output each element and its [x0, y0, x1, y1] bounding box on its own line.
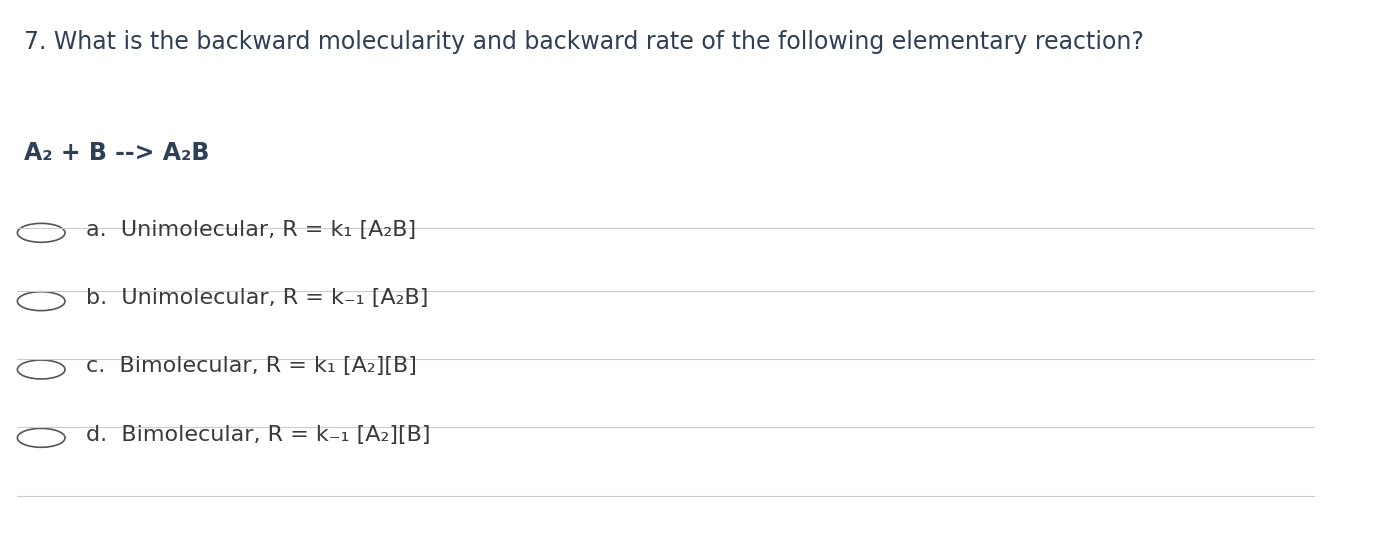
Text: c.  Bimolecular, R = k₁ [A₂][B]: c. Bimolecular, R = k₁ [A₂][B] [86, 356, 417, 376]
Text: d.  Bimolecular, R = k₋₁ [A₂][B]: d. Bimolecular, R = k₋₁ [A₂][B] [86, 425, 431, 445]
Text: a.  Unimolecular, R = k₁ [A₂B]: a. Unimolecular, R = k₁ [A₂B] [86, 219, 417, 240]
Text: b.  Unimolecular, R = k₋₁ [A₂B]: b. Unimolecular, R = k₋₁ [A₂B] [86, 288, 428, 308]
Text: 7. What is the backward molecularity and backward rate of the following elementa: 7. What is the backward molecularity and… [24, 30, 1144, 54]
Text: A₂ + B --> A₂B: A₂ + B --> A₂B [24, 141, 210, 165]
